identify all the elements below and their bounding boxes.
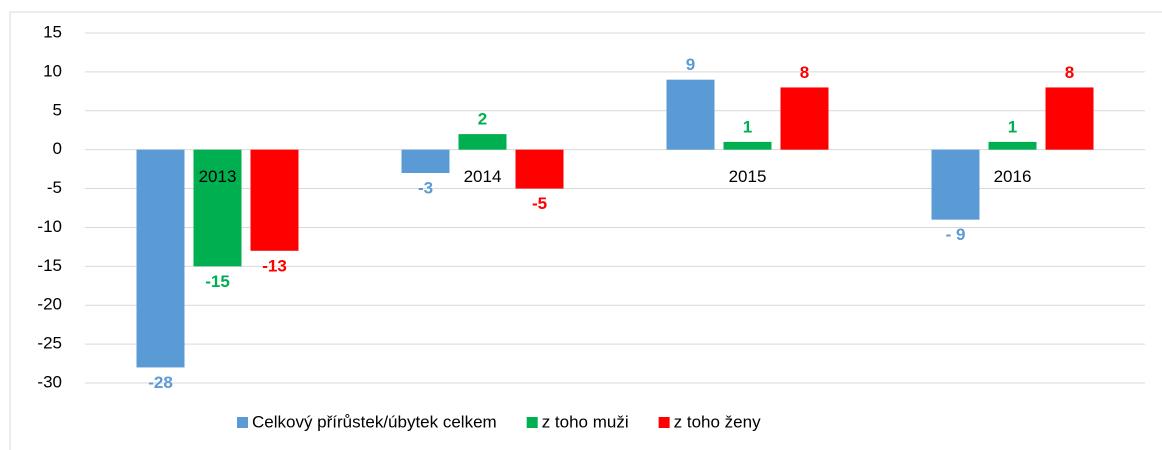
data-label: -15 (205, 272, 230, 291)
y-tick-label: -25 (37, 334, 62, 353)
y-tick-label: -20 (37, 295, 62, 314)
legend-label: Celkový přírůstek/úbytek celkem (252, 412, 497, 431)
data-label: 9 (686, 55, 695, 74)
x-tick-label: 2016 (994, 167, 1032, 186)
data-label: 2 (478, 110, 487, 129)
bar (666, 79, 715, 150)
data-label: -28 (148, 373, 173, 392)
data-label: 8 (1065, 63, 1074, 82)
legend-swatch (526, 417, 538, 428)
legend-label: z toho ženy (674, 412, 761, 431)
data-label: 8 (800, 63, 809, 82)
x-tick-label: 2015 (729, 167, 767, 186)
bar (136, 149, 185, 368)
bar (723, 141, 772, 150)
y-tick-label: 5 (53, 100, 62, 119)
data-label: -3 (418, 178, 433, 197)
bar (1045, 87, 1094, 150)
data-label: 1 (1008, 117, 1017, 136)
bar (193, 149, 242, 267)
x-tick-label: 2013 (199, 167, 237, 186)
data-label: -5 (532, 194, 547, 213)
bar (988, 141, 1037, 150)
bar (250, 149, 299, 251)
legend-label: z toho muži (542, 412, 629, 431)
x-tick-label: 2014 (464, 167, 502, 186)
y-tick-label: -10 (37, 217, 62, 236)
data-label: -13 (262, 256, 287, 275)
bar (515, 149, 564, 189)
data-label: 1 (743, 117, 752, 136)
bar (401, 149, 450, 173)
y-tick-label: -5 (47, 178, 62, 197)
y-tick-label: -30 (37, 372, 62, 391)
y-tick-label: 15 (43, 22, 62, 41)
chart-border (9, 11, 1162, 450)
data-label: - 9 (946, 225, 966, 244)
y-tick-label: -15 (37, 256, 62, 275)
bar (780, 87, 829, 150)
y-tick-label: 0 (53, 139, 62, 158)
bar (458, 134, 507, 150)
bar (931, 149, 980, 220)
legend-swatch (658, 417, 670, 428)
y-tick-label: 10 (43, 61, 62, 80)
legend-swatch (237, 417, 248, 428)
